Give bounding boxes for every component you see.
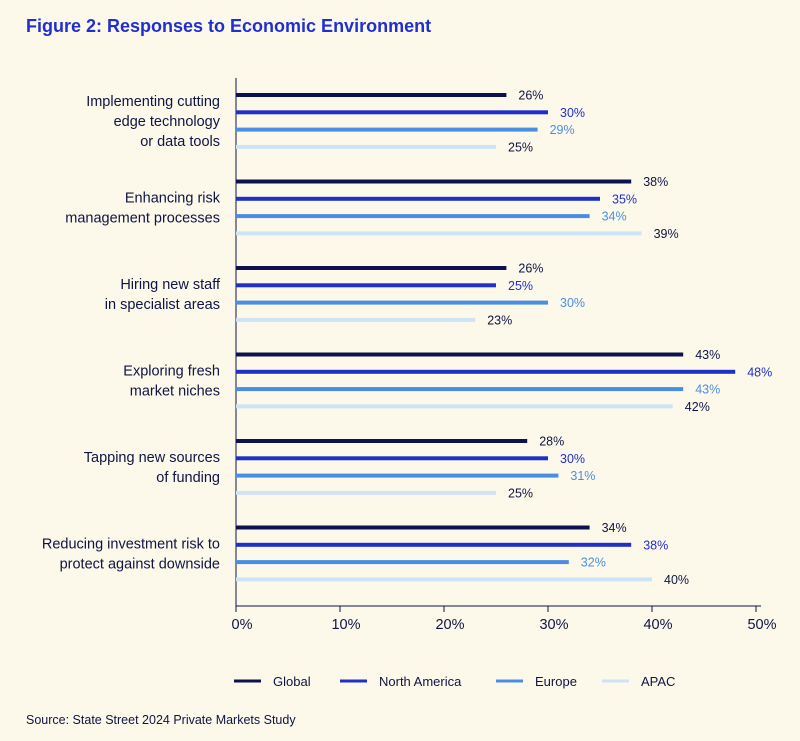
category-label: Hiring new staff in specialist areas [105, 277, 221, 313]
data-label: 29% [550, 123, 575, 137]
data-label: 34% [602, 210, 627, 224]
category-label-line: protect against downside [60, 556, 220, 572]
legend-label: Global [273, 674, 311, 689]
category-label: Enhancing risk management processes [65, 190, 220, 226]
legend-label: Europe [535, 674, 577, 689]
bar-europe [236, 300, 548, 305]
category-label: Tapping new sources of funding [84, 450, 220, 486]
x-tick-label: 20% [435, 617, 464, 633]
bar-north-america [236, 110, 548, 115]
bar-north-america [236, 196, 600, 201]
bar-north-america [236, 369, 736, 374]
data-label: 30% [560, 452, 585, 466]
bar-global [236, 93, 507, 97]
bar-global [236, 352, 684, 357]
data-label: 25% [508, 486, 533, 500]
data-label: 34% [602, 521, 627, 535]
x-tick-label: 10% [331, 617, 360, 633]
bar-global [236, 525, 590, 530]
category-labels: Implementing cutting edge technology or da… [42, 94, 221, 573]
bar-apac [236, 404, 673, 409]
bar-north-america [236, 456, 548, 461]
source-note: Source: State Street 2024 Private Market… [26, 713, 296, 727]
category-label-line: edge technology [114, 114, 221, 130]
data-label: 38% [643, 538, 668, 552]
bar-europe [236, 214, 590, 219]
category-label-line: Hiring new staff [120, 277, 221, 293]
category-label-line: Exploring fresh [123, 363, 220, 379]
bar-europe [236, 127, 538, 132]
data-label: 35% [612, 192, 637, 206]
data-label: 31% [570, 469, 595, 483]
category-label-line: or data tools [140, 134, 220, 150]
bar-global [236, 439, 528, 443]
data-label: 48% [747, 365, 772, 379]
x-tick-label: 40% [643, 617, 672, 633]
category-label-line: Reducing investment risk to [42, 536, 220, 552]
legend-label: North America [379, 674, 462, 689]
data-label: 39% [654, 227, 679, 241]
bar-apac [236, 577, 652, 582]
chart-axes [235, 78, 761, 607]
category-label-line: Enhancing risk [125, 190, 221, 206]
bar-north-america [236, 283, 496, 288]
bar-europe [236, 387, 684, 392]
data-label: 28% [539, 435, 564, 449]
category-label-line: market niches [130, 383, 220, 399]
data-labels: 26% 30% 29% 25% 38% 35% 34% 39% 26% 25% 30% 23% 43% 4… [487, 89, 772, 587]
bar-europe [236, 473, 559, 478]
data-label: 38% [643, 175, 668, 189]
data-label: 42% [685, 400, 710, 414]
category-label-line: in specialist areas [105, 297, 220, 313]
data-label: 43% [695, 383, 720, 397]
data-label: 25% [508, 279, 533, 293]
data-label: 30% [560, 296, 585, 310]
chart-title: Figure 2: Responses to Economic Environm… [26, 16, 432, 36]
category-label-line: management processes [65, 210, 220, 226]
bar-apac [236, 317, 476, 322]
bar-north-america [236, 542, 632, 547]
x-tick-label: 50% [747, 617, 776, 633]
bar-apac [236, 144, 496, 149]
data-label: 40% [664, 573, 689, 587]
category-label-line: Implementing cutting [86, 94, 220, 110]
bar-europe [236, 560, 569, 565]
bar-apac [236, 490, 496, 495]
category-label-line: Tapping new sources [84, 450, 220, 466]
x-tick-labels: 0% 10% 20% 30% 40% 50% [232, 606, 777, 633]
category-label: Exploring fresh market niches [123, 363, 220, 399]
legend: Global North America Europe APAC [234, 674, 675, 689]
bar-global [236, 266, 507, 270]
category-label: Implementing cutting edge technology or da… [86, 94, 221, 150]
data-label: 30% [560, 106, 585, 120]
x-tick-label: 0% [232, 617, 253, 633]
data-label: 26% [518, 262, 543, 276]
data-label: 23% [487, 313, 512, 327]
bar-apac [236, 231, 642, 236]
bars [236, 93, 736, 582]
data-label: 32% [581, 556, 606, 570]
legend-label: APAC [641, 674, 675, 689]
bar-global [236, 179, 632, 184]
data-label: 25% [508, 140, 533, 154]
category-label: Reducing investment risk to protect again… [42, 536, 220, 572]
category-label-line: of funding [156, 470, 220, 486]
data-label: 43% [695, 348, 720, 362]
x-tick-label: 30% [539, 617, 568, 633]
data-label: 26% [518, 89, 543, 103]
